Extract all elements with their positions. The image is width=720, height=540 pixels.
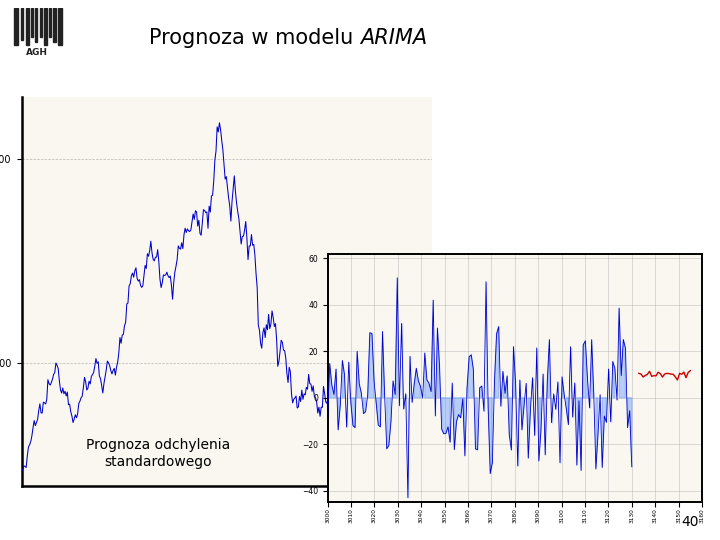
Bar bbox=[31, 8, 33, 37]
Bar bbox=[21, 8, 24, 40]
Bar bbox=[40, 8, 42, 37]
Bar bbox=[27, 8, 29, 45]
Bar bbox=[44, 8, 47, 45]
Text: ARIMA: ARIMA bbox=[360, 28, 427, 48]
Bar bbox=[35, 8, 37, 42]
Text: AGH: AGH bbox=[26, 48, 48, 57]
Bar bbox=[58, 8, 62, 45]
Text: 40: 40 bbox=[681, 515, 698, 529]
Bar bbox=[49, 8, 51, 37]
Bar bbox=[53, 8, 55, 42]
Text: Prognoza w modelu: Prognoza w modelu bbox=[149, 28, 360, 48]
Bar bbox=[14, 8, 18, 45]
Text: Prognoza odchylenia
standardowego: Prognoza odchylenia standardowego bbox=[86, 438, 230, 469]
